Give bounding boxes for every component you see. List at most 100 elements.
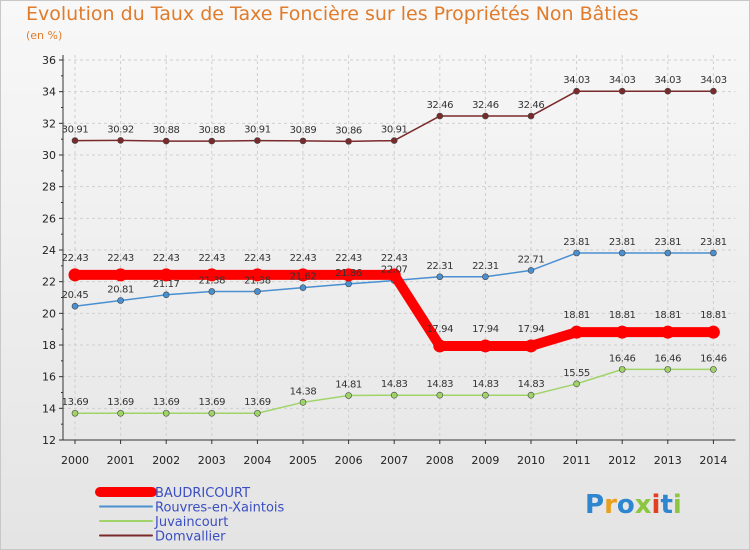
data-point xyxy=(527,112,535,120)
data-point xyxy=(68,268,82,282)
data-point xyxy=(71,409,79,417)
proxiti-logo: Proxiti xyxy=(585,490,682,520)
data-label: 32.46 xyxy=(472,100,499,111)
x-tick-label: 2013 xyxy=(654,454,682,467)
data-point xyxy=(162,291,170,299)
x-tick-label: 2006 xyxy=(335,454,363,467)
logo-letter: x xyxy=(634,490,652,520)
data-label: 13.69 xyxy=(153,397,180,408)
y-tick-label: 28 xyxy=(42,181,56,194)
data-label: 18.81 xyxy=(563,310,590,321)
logo-letter: o xyxy=(616,490,635,520)
data-point xyxy=(71,137,79,144)
y-tick-label: 32 xyxy=(42,117,56,130)
logo-letter: i xyxy=(651,490,661,520)
data-point xyxy=(710,366,717,373)
y-tick-label: 12 xyxy=(42,434,56,447)
data-label: 21.38 xyxy=(198,275,225,286)
data-label: 30.91 xyxy=(62,125,89,136)
data-label: 30.86 xyxy=(335,125,362,136)
data-label: 34.03 xyxy=(609,75,636,86)
data-point xyxy=(618,366,626,373)
y-tick-label: 30 xyxy=(42,149,56,162)
data-label: 18.81 xyxy=(609,310,636,321)
y-tick-label: 34 xyxy=(42,86,56,99)
data-point xyxy=(254,288,261,295)
data-label: 14.83 xyxy=(381,379,408,390)
data-point xyxy=(573,380,580,388)
data-point xyxy=(615,325,629,339)
y-tick-label: 36 xyxy=(42,54,56,67)
x-tick-label: 2009 xyxy=(471,454,499,467)
data-label: 22.43 xyxy=(198,253,225,264)
data-point xyxy=(254,409,261,417)
data-point xyxy=(117,409,124,417)
data-label: 16.46 xyxy=(609,353,636,364)
chart-title: Evolution du Taux de Taxe Foncière sur l… xyxy=(26,3,639,25)
data-label: 21.17 xyxy=(153,279,180,290)
y-tick-label: 24 xyxy=(42,244,56,257)
legend-label: Juvaincourt xyxy=(154,515,228,530)
unit-label: (en %) xyxy=(26,29,63,42)
data-label: 32.46 xyxy=(426,100,453,111)
data-label: 34.03 xyxy=(700,75,727,86)
axes xyxy=(59,55,736,444)
data-label: 22.43 xyxy=(62,253,89,264)
data-point xyxy=(390,137,398,144)
x-tick-label: 2001 xyxy=(107,454,135,467)
x-tick-label: 2007 xyxy=(380,454,408,467)
x-tick-label: 2011 xyxy=(563,454,591,467)
data-label: 14.83 xyxy=(518,379,545,390)
x-tick-label: 2004 xyxy=(243,454,271,467)
data-label: 14.83 xyxy=(472,379,499,390)
logo-letter: i xyxy=(672,490,682,520)
data-label: 15.55 xyxy=(563,368,590,379)
data-label: 21.62 xyxy=(290,272,317,283)
data-label: 14.81 xyxy=(335,380,362,391)
data-point xyxy=(345,138,352,145)
x-tick-label: 2012 xyxy=(608,454,636,467)
data-label: 23.81 xyxy=(563,237,590,248)
data-point xyxy=(618,249,626,257)
data-point xyxy=(661,325,675,339)
data-point xyxy=(117,297,124,304)
x-tick-label: 2005 xyxy=(289,454,317,467)
data-labels: 22.43 22.43 22.43 22.43 22.43 22.43 22.43 22.43… xyxy=(62,75,727,408)
data-label: 20.45 xyxy=(62,290,89,301)
legend-label: BAUDRICOURT xyxy=(155,486,250,501)
data-point xyxy=(573,87,580,95)
y-tick-labels: 12 14 16 18 20 22 24 26 28 30 32 34 36 xyxy=(42,54,56,447)
data-point xyxy=(345,280,352,288)
data-point xyxy=(436,112,444,120)
x-tick-label: 2000 xyxy=(61,454,89,467)
legend-label: Rouvres-en-Xaintois xyxy=(155,501,285,516)
data-point xyxy=(117,137,124,144)
data-point xyxy=(482,112,489,120)
data-label: 30.88 xyxy=(153,125,180,136)
x-tick-label: 2003 xyxy=(198,454,226,467)
data-label: 22.43 xyxy=(290,253,317,264)
data-point xyxy=(296,268,310,282)
data-point xyxy=(250,268,264,282)
data-point xyxy=(254,137,261,144)
data-point xyxy=(162,409,170,417)
data-point xyxy=(299,137,307,145)
data-point xyxy=(664,366,672,373)
data-label: 22.43 xyxy=(335,253,362,264)
data-label: 23.81 xyxy=(700,237,727,248)
data-label: 22.43 xyxy=(153,253,180,264)
data-label: 18.81 xyxy=(654,310,681,321)
x-tick-label: 2010 xyxy=(517,454,545,467)
data-point xyxy=(114,268,128,282)
data-point xyxy=(524,339,538,353)
data-label: 22.31 xyxy=(472,261,499,272)
data-label: 23.81 xyxy=(609,237,636,248)
logo-letter: t xyxy=(660,490,673,520)
data-point xyxy=(527,267,535,274)
data-label: 18.81 xyxy=(700,310,727,321)
x-tick-labels: 2000 2001 2002 2003 2004 2005 2006 2007 2008 2009… xyxy=(61,454,727,467)
data-point xyxy=(159,268,173,282)
data-label: 13.69 xyxy=(107,397,134,408)
data-label: 22.31 xyxy=(426,261,453,272)
data-label: 34.03 xyxy=(654,75,681,86)
